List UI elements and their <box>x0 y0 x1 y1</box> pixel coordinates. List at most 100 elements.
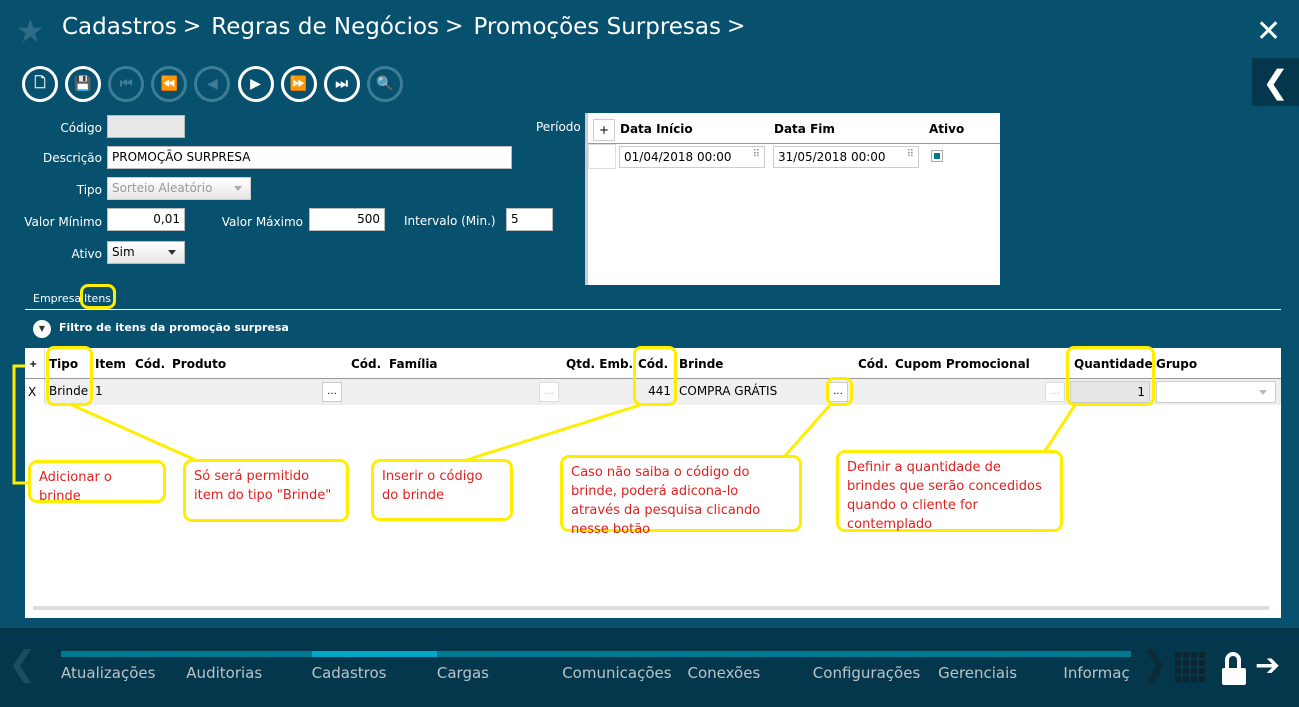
rewind-button[interactable]: ⏪ <box>151 66 188 102</box>
nav-item-bar <box>61 651 187 657</box>
col-cod-brinde[interactable]: Cód. <box>638 357 669 371</box>
search-button[interactable]: 🔍 <box>366 66 403 102</box>
tipo-select[interactable]: Sorteio Aleatório <box>107 177 251 200</box>
nav-item-7[interactable]: Gerenciais <box>938 651 1065 682</box>
search-icon: 🔍 <box>376 76 394 92</box>
add-row-button[interactable]: + <box>29 359 38 370</box>
apps-grid-icon[interactable] <box>1175 652 1207 684</box>
nav-item-label: Configurações <box>812 664 921 682</box>
fast-forward-button[interactable]: ⏩ <box>280 66 317 102</box>
nav-item-label: Auditorias <box>186 664 263 682</box>
produto-lookup-button[interactable]: ... <box>322 382 342 402</box>
nav-item-label: Cadastros <box>311 664 387 682</box>
descricao-input[interactable]: PROMOÇÃO SURPRESA <box>107 146 512 169</box>
tab-itens[interactable]: Itens <box>84 292 112 305</box>
quantidade-input[interactable]: 1 <box>1070 381 1150 403</box>
horizontal-scrollbar[interactable] <box>33 606 1269 610</box>
breadcrumb-cadastros[interactable]: Cadastros <box>62 14 177 40</box>
annotation-quantidade: Definir a quantidade de brindes que serã… <box>836 450 1063 532</box>
bottom-nav <box>0 628 1299 707</box>
nav-item-bar <box>186 651 313 657</box>
nav-item-label: Cargas <box>436 664 489 682</box>
ativo-checkbox[interactable] <box>931 150 943 162</box>
tipo-label: Tipo <box>76 183 102 197</box>
next-icon: ▶ <box>250 76 261 92</box>
calendar-icon[interactable]: ⠿ <box>906 149 914 160</box>
col-data-inicio[interactable]: Data Início <box>620 122 693 136</box>
valor-minimo-input[interactable]: 0,01 <box>107 208 185 231</box>
annotation-adicionar: Adicionar o brinde <box>28 460 166 504</box>
cupom-lookup-button[interactable]: ... <box>1045 382 1065 402</box>
nav-next-icon[interactable]: ❯ <box>1140 644 1169 684</box>
next-button[interactable]: ▶ <box>237 66 274 102</box>
col-cod-cupom[interactable]: Cód. <box>858 357 889 371</box>
calendar-icon[interactable]: ⠿ <box>752 149 760 160</box>
col-cupom[interactable]: Cupom Promocional <box>895 357 1030 371</box>
nav-item-4[interactable]: Comunicações <box>562 651 689 682</box>
col-familia[interactable]: Família <box>389 357 438 371</box>
intervalo-input[interactable]: 5 <box>506 208 553 231</box>
ativo-select[interactable]: Sim <box>107 241 185 264</box>
col-data-fim[interactable]: Data Fim <box>774 122 835 136</box>
back-button[interactable]: ❮ <box>1252 58 1299 106</box>
annotation-pesquisa: Caso não saiba o código do brinde, poder… <box>560 455 802 537</box>
col-cod-familia[interactable]: Cód. <box>351 357 382 371</box>
save-button[interactable]: 💾 <box>65 66 102 102</box>
nav-item-2[interactable]: Cadastros <box>311 651 438 682</box>
valor-maximo-input[interactable]: 500 <box>309 208 385 231</box>
codigo-label: Código <box>60 121 102 135</box>
add-periodo-button[interactable]: + <box>593 119 615 141</box>
tipo-cell[interactable]: Brinde <box>49 384 89 398</box>
nav-item-5[interactable]: Conexões <box>687 651 814 682</box>
nav-prev-icon[interactable]: ❮ <box>8 644 37 684</box>
col-tipo[interactable]: Tipo <box>49 357 79 371</box>
breadcrumb-separator: > <box>445 14 464 39</box>
ativo-value: Sim <box>112 245 135 259</box>
nav-item-1[interactable]: Auditorias <box>186 651 313 682</box>
breadcrumb-separator: > <box>727 14 746 39</box>
previous-button[interactable]: ◀ <box>194 66 231 102</box>
col-grupo[interactable]: Grupo <box>1156 357 1198 371</box>
breadcrumb-promocoes[interactable]: Promoções Surpresas <box>473 14 721 40</box>
fast-forward-icon: ⏩ <box>289 76 308 92</box>
new-button[interactable]: 🗋 <box>22 66 58 102</box>
nav-item-8[interactable]: Informaç <box>1063 651 1132 682</box>
tab-empresa[interactable]: Empresa <box>33 292 82 305</box>
annotation-codigo: Inserir o código do brinde <box>371 459 513 521</box>
data-fim-input[interactable]: 31/05/2018 00:00 ⠿ <box>773 146 919 168</box>
intervalo-label: Intervalo (Min.) <box>404 214 496 228</box>
lock-icon[interactable] <box>1222 652 1246 685</box>
first-icon: ⏮ <box>119 76 133 92</box>
nav-item-6[interactable]: Configurações <box>812 651 939 682</box>
nav-item-0[interactable]: Atualizações <box>61 651 187 682</box>
chevron-down-icon <box>1259 390 1267 395</box>
filter-label[interactable]: Filtro de itens da promoção surpresa <box>59 321 289 334</box>
familia-lookup-button[interactable]: ... <box>539 382 559 402</box>
last-button[interactable]: ⏭ <box>323 66 360 102</box>
breadcrumb-regras[interactable]: Regras de Negócios <box>211 14 440 40</box>
grupo-select[interactable] <box>1156 381 1276 403</box>
col-qtd-emb[interactable]: Qtd. Emb. <box>566 357 634 371</box>
last-icon: ⏭ <box>335 76 348 92</box>
favorite-star-icon[interactable]: ★ <box>16 12 45 50</box>
col-item[interactable]: Item <box>95 357 126 371</box>
expand-filter-icon[interactable]: ▼ <box>33 320 51 338</box>
first-button[interactable]: ⏮ <box>108 66 145 102</box>
valor-minimo-label: Valor Mínimo <box>24 215 102 229</box>
remove-row-button[interactable]: X <box>28 385 37 399</box>
col-brinde[interactable]: Brinde <box>679 357 724 371</box>
nav-item-label: Comunicações <box>562 664 672 682</box>
logout-arrow-icon[interactable]: ➔ <box>1255 648 1281 683</box>
col-cod-produto[interactable]: Cód. <box>135 357 166 371</box>
col-quantidade[interactable]: Quantidade <box>1074 357 1153 371</box>
close-icon[interactable]: ✕ <box>1256 14 1282 49</box>
col-produto[interactable]: Produto <box>172 357 227 371</box>
data-inicio-input[interactable]: 01/04/2018 00:00 ⠿ <box>619 146 765 168</box>
col-ativo[interactable]: Ativo <box>929 122 965 136</box>
cod-brinde-cell[interactable]: 441 <box>648 384 671 398</box>
nav-item-bar <box>311 651 438 657</box>
nav-item-3[interactable]: Cargas <box>436 651 563 682</box>
previous-icon: ◀ <box>207 76 218 92</box>
codigo-input[interactable] <box>107 115 185 138</box>
